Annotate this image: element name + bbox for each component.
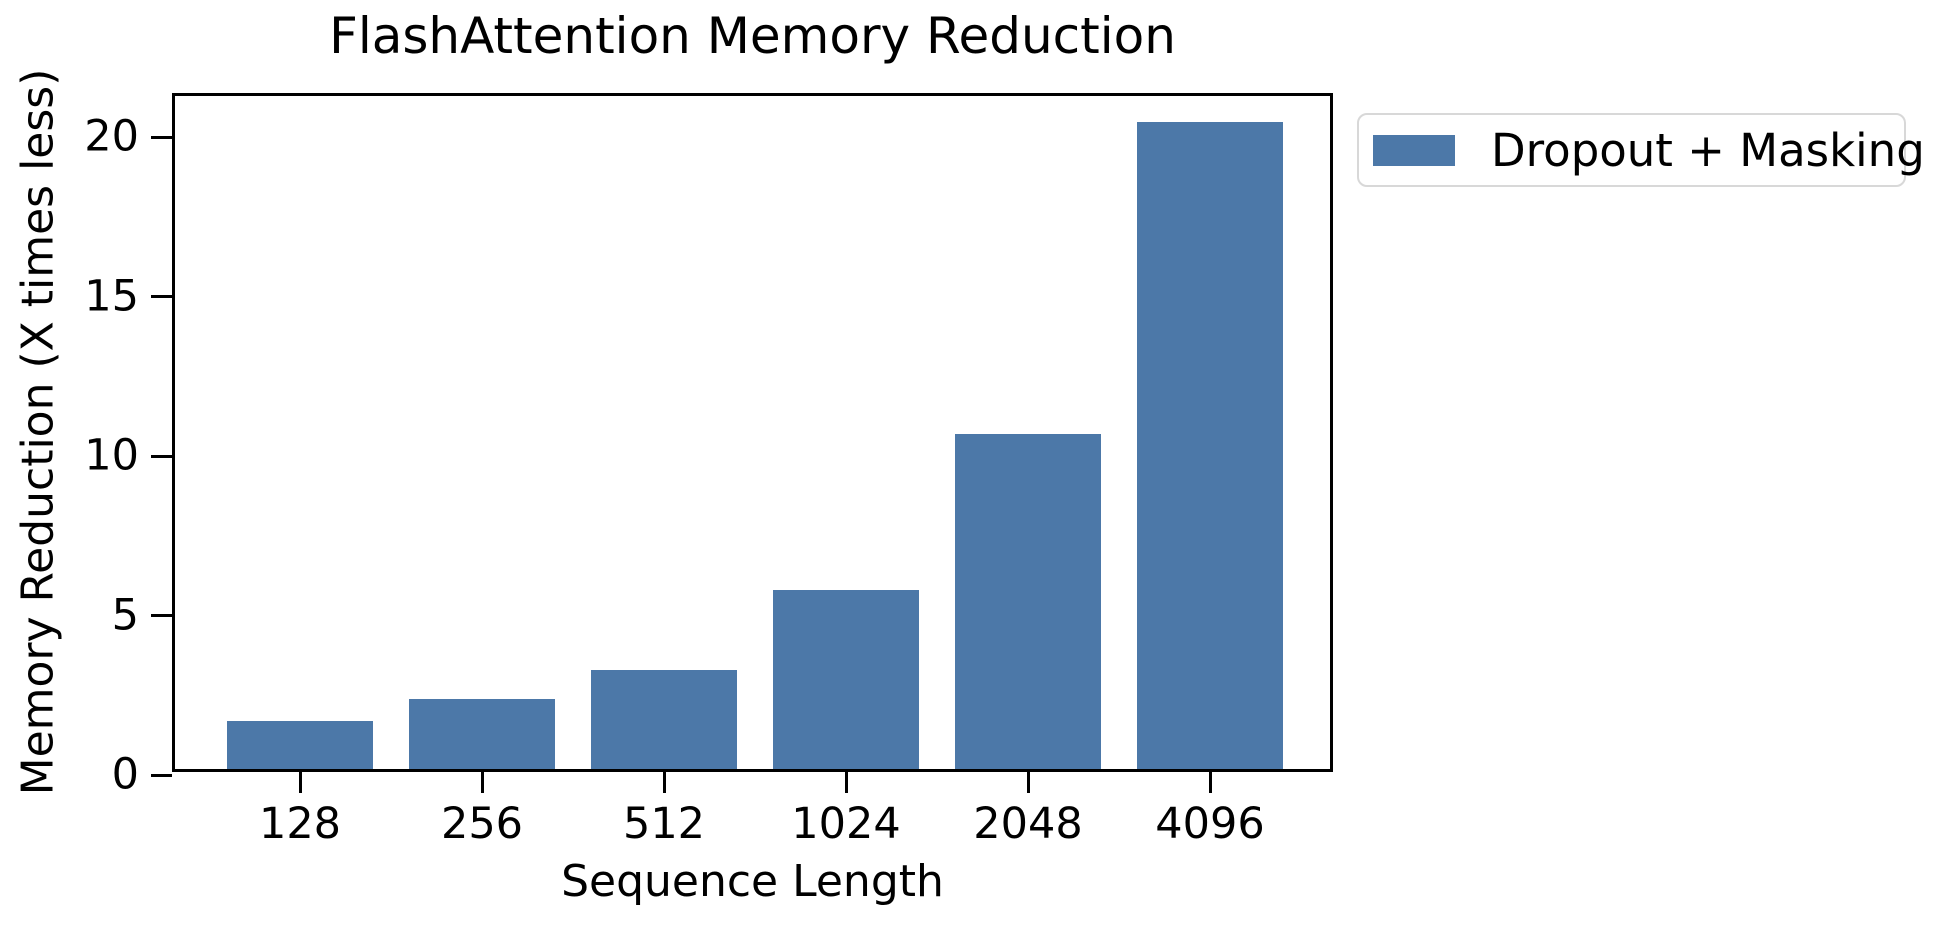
x-tick-label: 2048 <box>973 799 1083 849</box>
x-tick-label: 1024 <box>791 799 901 849</box>
y-tick <box>151 773 172 777</box>
y-tick <box>151 135 172 139</box>
legend-swatch <box>1373 134 1455 166</box>
y-axis-label: Memory Reduction (X times less) <box>12 68 64 796</box>
x-axis-label: Sequence Length <box>561 856 944 907</box>
x-tick-label: 4096 <box>1155 799 1265 849</box>
y-tick <box>151 614 172 618</box>
y-tick <box>151 454 172 458</box>
bar-512 <box>591 670 737 769</box>
x-tick <box>298 772 302 793</box>
x-tick <box>480 772 484 793</box>
x-tick-label: 512 <box>622 799 706 849</box>
y-tick-label: 0 <box>111 749 139 800</box>
y-tick-label: 10 <box>84 430 139 481</box>
bar-128 <box>227 721 373 769</box>
bar-4096 <box>1137 121 1283 769</box>
legend-label: Dropout + Masking <box>1491 123 1925 177</box>
y-tick-label: 5 <box>111 590 139 641</box>
x-tick <box>1026 772 1030 793</box>
x-tick <box>662 772 666 793</box>
plot-area: 0 5 10 15 20 128 256 512 1024 2048 4096 <box>84 93 1333 846</box>
bar-1024 <box>773 590 919 769</box>
legend: Dropout + Masking <box>1357 113 1925 187</box>
chart-title: FlashAttention Memory Reduction <box>329 7 1176 65</box>
y-tick-label: 20 <box>84 111 139 162</box>
bar-2048 <box>955 434 1101 769</box>
x-tick-label: 256 <box>440 799 524 849</box>
bar-256 <box>409 698 555 769</box>
x-tick <box>844 772 848 793</box>
x-tick-label: 128 <box>258 799 342 849</box>
x-tick <box>1208 772 1212 793</box>
y-tick-label: 15 <box>84 271 139 322</box>
y-tick <box>151 295 172 299</box>
